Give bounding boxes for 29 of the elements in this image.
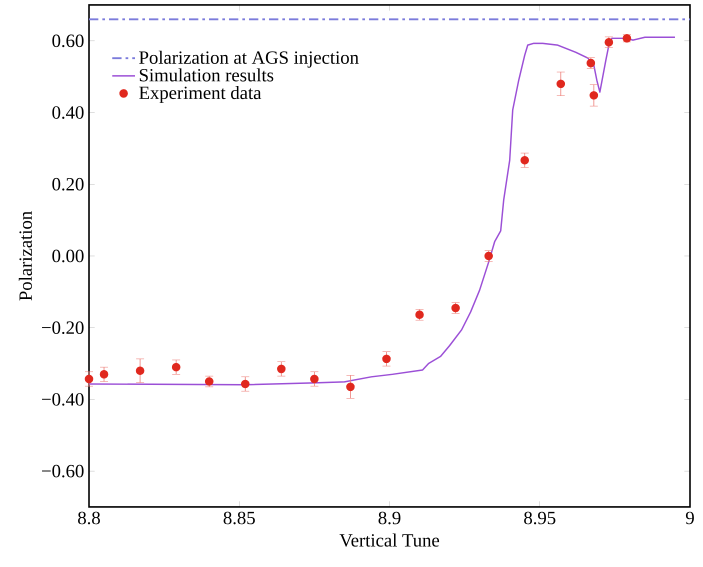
point bbox=[100, 370, 108, 379]
x-tick-label: 8.85 bbox=[224, 512, 255, 524]
y-axis-title: Polarization bbox=[18, 211, 32, 301]
x-tick-label: 8.95 bbox=[524, 512, 556, 524]
y-tick-label: −0.60 bbox=[42, 464, 84, 478]
point bbox=[520, 156, 529, 165]
point bbox=[590, 91, 598, 100]
legend-label: Polarization at AGS injection bbox=[139, 50, 359, 68]
point bbox=[172, 362, 180, 372]
point bbox=[556, 80, 566, 88]
point bbox=[346, 382, 355, 392]
x-tick-label: 8.8 bbox=[78, 512, 100, 524]
y-tick-label: 0.40 bbox=[52, 106, 84, 119]
x-tick-label: 9 bbox=[686, 512, 694, 524]
y-tick-label: 0.20 bbox=[52, 178, 84, 191]
y-tick-label: 0.00 bbox=[52, 250, 84, 262]
y-tick-label: −0.20 bbox=[42, 321, 84, 334]
legend-label: Experiment data bbox=[139, 86, 262, 103]
point bbox=[240, 380, 250, 388]
point bbox=[277, 364, 286, 374]
x-axis-title: Vertical Tune bbox=[340, 534, 440, 547]
y-tick-label: −0.40 bbox=[42, 393, 84, 406]
point bbox=[310, 374, 319, 384]
point bbox=[382, 354, 391, 364]
y-tick-label: 0.60 bbox=[52, 34, 84, 48]
point bbox=[136, 366, 144, 375]
x-tick-label: 8.9 bbox=[378, 512, 400, 524]
point bbox=[84, 374, 94, 384]
legend-label: Simulation results bbox=[140, 68, 274, 82]
